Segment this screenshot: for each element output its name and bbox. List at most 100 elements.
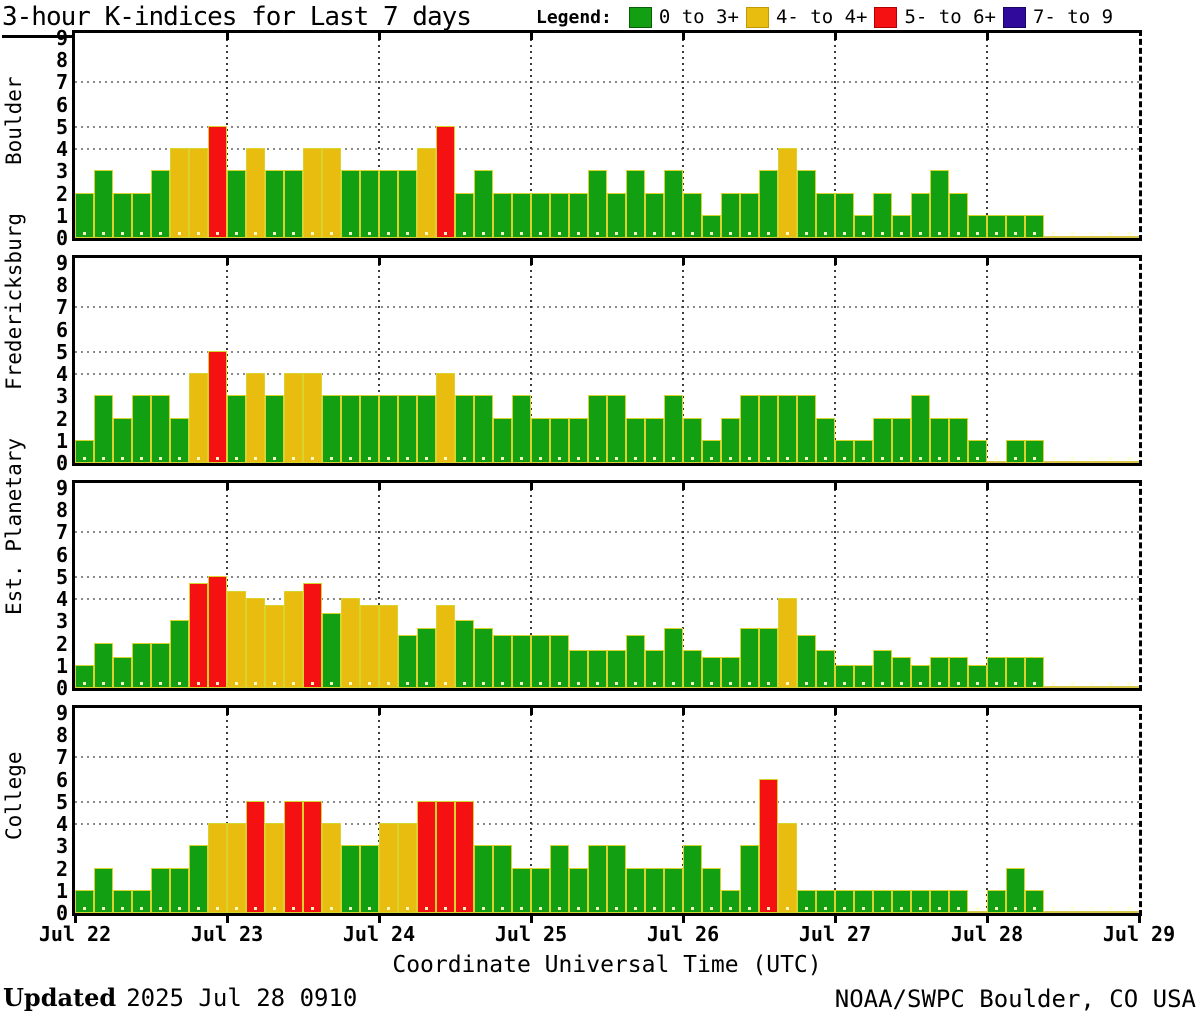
k-index-bar: [170, 417, 189, 463]
k-index-bar: [360, 845, 379, 913]
k-index-bar: [797, 170, 816, 238]
legend-swatch-icon: [745, 6, 769, 28]
day-gridline: [378, 708, 380, 913]
day-gridline: [530, 708, 532, 913]
hgridline-k5: [75, 350, 1139, 353]
k-index-bar: [208, 125, 227, 238]
k-index-bar: [721, 192, 740, 238]
k-index-bar: [569, 867, 588, 913]
top-tick: [986, 33, 989, 40]
k-index-bar: [341, 598, 360, 688]
k-index-bar: [892, 417, 911, 463]
k-index-bar: [778, 823, 797, 913]
k-index-bar: [664, 395, 683, 463]
k-index-bar: [721, 657, 740, 688]
k-index-bar: [132, 395, 151, 463]
k-index-bar: [949, 657, 968, 688]
k-index-bar: [949, 417, 968, 463]
y-tick-label: 0: [55, 901, 68, 925]
day-gridline: [986, 33, 988, 238]
x-tick-label: Jul 28: [950, 922, 1024, 946]
k-index-bar: [455, 192, 474, 238]
k-index-bar: [949, 192, 968, 238]
k-index-bar: [1063, 461, 1082, 463]
k-index-bar: [816, 649, 835, 688]
k-index-bar: [417, 395, 436, 463]
k-index-bar: [474, 395, 493, 463]
x-tick-label: Jul 22: [38, 922, 112, 946]
panel-boulder: [72, 30, 1142, 241]
station-label: College: [2, 750, 26, 840]
bottom-tick: [986, 916, 989, 923]
k-index-bar: [113, 417, 132, 463]
y-tick-label: 1: [55, 428, 68, 453]
k-index-bar: [1082, 686, 1101, 688]
k-index-bar: [721, 417, 740, 463]
k-index-bar: [778, 598, 797, 688]
y-tick-label: 3: [55, 159, 68, 184]
k-index-bar: [151, 395, 170, 463]
y-tick-label: 6: [55, 92, 68, 117]
k-index-bar: [740, 627, 759, 688]
y-tick-label: 5: [55, 339, 68, 364]
k-index-bar: [493, 635, 512, 688]
day-gridline: [986, 708, 988, 913]
k-index-bar: [1082, 461, 1101, 463]
k-index-bar: [151, 642, 170, 688]
k-index-bar: [227, 170, 246, 238]
k-index-bar: [664, 170, 683, 238]
day-gridline: [682, 33, 684, 238]
k-index-bar: [664, 867, 683, 913]
k-index-bar: [246, 800, 265, 913]
k-index-bar: [94, 395, 113, 463]
k-index-bar: [379, 605, 398, 688]
credit-text: NOAA/SWPC Boulder, CO USA: [834, 985, 1196, 1013]
day-gridline: [530, 258, 532, 463]
k-index-bar: [265, 395, 284, 463]
y-tick-label: 7: [55, 745, 68, 770]
k-index-bar: [436, 800, 455, 913]
k-index-bar: [645, 867, 664, 913]
k-index-bar: [778, 395, 797, 463]
updated-value: 2025 Jul 28 0910: [126, 984, 358, 1012]
top-tick: [682, 258, 685, 265]
k-index-bar: [170, 148, 189, 238]
top-tick: [986, 483, 989, 490]
hgridline-k5: [75, 800, 1139, 803]
k-index-bar: [493, 845, 512, 913]
y-tick-label: 5: [55, 564, 68, 589]
k-index-bar: [588, 395, 607, 463]
bottom-tick: [834, 916, 837, 923]
baseline-dots: [75, 232, 1139, 235]
k-index-bar: [759, 170, 778, 238]
k-index-bar: [284, 590, 303, 688]
day-gridline: [378, 483, 380, 688]
k-index-bar: [873, 192, 892, 238]
k-index-bar: [303, 583, 322, 688]
y-tick-label: 9: [55, 251, 68, 275]
k-index-bar: [512, 867, 531, 913]
panel-college: [72, 705, 1142, 916]
k-index-bar: [797, 635, 816, 688]
day-gridline: [226, 33, 228, 238]
k-index-bar: [550, 192, 569, 238]
day-gridline: [834, 33, 836, 238]
bottom-tick: [226, 916, 229, 923]
k-index-bar: [759, 778, 778, 913]
k-index-bar: [360, 395, 379, 463]
y-tick-label: 6: [55, 542, 68, 567]
k-index-bar: [322, 823, 341, 913]
y-tick-label: 2: [55, 856, 68, 881]
bottom-tick: [682, 916, 685, 923]
day-gridline: [986, 258, 988, 463]
y-tick-label: 8: [55, 498, 68, 523]
k-index-bar: [512, 192, 531, 238]
day-gridline: [378, 258, 380, 463]
y-tick-label: 4: [55, 362, 68, 387]
top-tick: [226, 708, 229, 715]
baseline-dots: [75, 682, 1139, 685]
top-tick: [834, 33, 837, 40]
k-index-bar: [341, 845, 360, 913]
k-index-bar: [341, 170, 360, 238]
